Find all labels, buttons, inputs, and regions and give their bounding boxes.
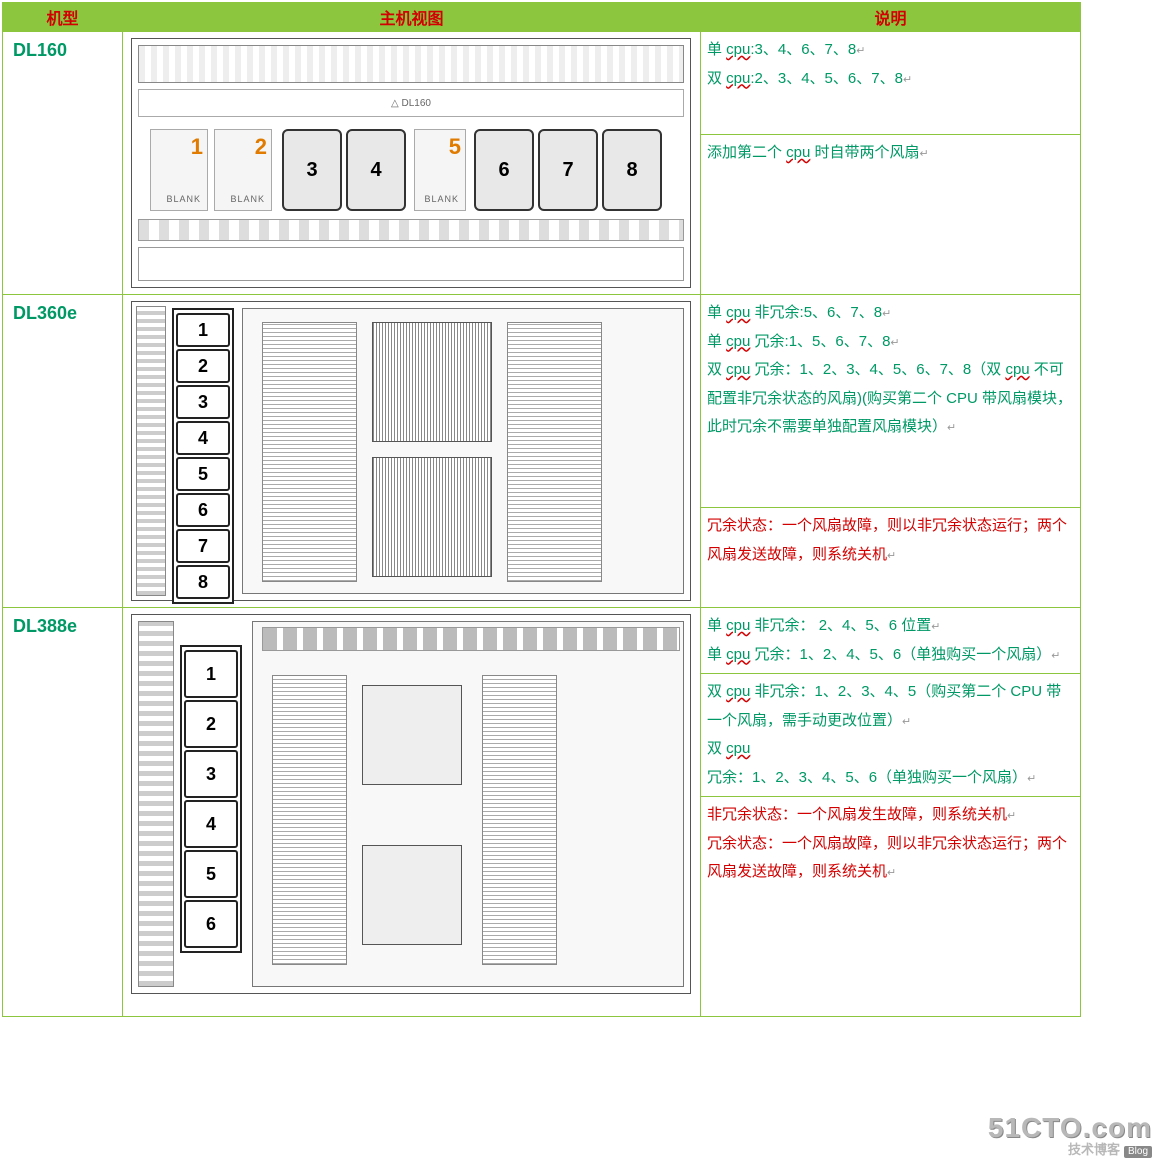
desc-cell: 单 cpu:3、4、6、7、8↵双 cpu:2、3、4、5、6、7、8↵	[701, 32, 1081, 135]
desc-cell: 双 cpu 非冗余：1、2、3、4、5（购买第二个 CPU 带一个风扇，需手动更…	[701, 674, 1081, 797]
header-model: 机型	[3, 3, 123, 32]
header-view: 主机视图	[123, 3, 701, 32]
view-cell: 12345678	[123, 295, 701, 608]
desc-cell: 单 cpu 非冗余： 2、4、5、6 位置↵单 cpu 冗余：1、2、4、5、6…	[701, 608, 1081, 674]
watermark: 51CTO.com 技术博客Blog	[988, 1114, 1152, 1158]
desc-line: 双 cpu 冗余：1、2、3、4、5、6（单独购买一个风扇）↵	[707, 735, 1074, 792]
spec-table: 机型 主机视图 说明 DL160△ DL1601BLANK2BLANK5BLAN…	[2, 2, 1081, 1017]
header-desc: 说明	[701, 3, 1081, 32]
server-diagram: 12345678	[131, 301, 691, 601]
desc-cell: 冗余状态：一个风扇故障，则以非冗余状态运行；两个风扇发送故障，则系统关机↵	[701, 508, 1081, 608]
view-cell: △ DL1601BLANK2BLANK5BLANK34678	[123, 32, 701, 295]
model-cell: DL360e	[3, 295, 123, 608]
desc-line: 双 cpu 冗余：1、2、3、4、5、6、7、8（双 cpu 不可配置非冗余状态…	[707, 356, 1074, 442]
desc-line: 单 cpu 非冗余： 2、4、5、6 位置↵	[707, 612, 1074, 641]
server-diagram: 123456	[131, 614, 691, 994]
view-cell: 123456	[123, 608, 701, 1017]
table-row: DL160△ DL1601BLANK2BLANK5BLANK34678单 cpu…	[3, 32, 1081, 135]
watermark-big: 51CTO.com	[988, 1114, 1152, 1142]
desc-line: 双 cpu:2、3、4、5、6、7、8↵	[707, 65, 1074, 94]
desc-line: 双 cpu 非冗余：1、2、3、4、5（购买第二个 CPU 带一个风扇，需手动更…	[707, 678, 1074, 735]
desc-cell: 单 cpu 非冗余:5、6、7、8↵单 cpu 冗余:1、5、6、7、8↵双 c…	[701, 295, 1081, 508]
desc-line: 单 cpu 非冗余:5、6、7、8↵	[707, 299, 1074, 328]
desc-line: 添加第二个 cpu 时自带两个风扇↵	[707, 139, 1074, 168]
desc-line: 非冗余状态：一个风扇发生故障，则系统关机↵	[707, 801, 1074, 830]
server-diagram: △ DL1601BLANK2BLANK5BLANK34678	[131, 38, 691, 288]
model-cell: DL160	[3, 32, 123, 295]
desc-line: 冗余状态：一个风扇故障，则以非冗余状态运行；两个风扇发送故障，则系统关机↵	[707, 512, 1074, 569]
header-row: 机型 主机视图 说明	[3, 3, 1081, 32]
desc-line: 单 cpu 冗余:1、5、6、7、8↵	[707, 328, 1074, 357]
desc-cell: 非冗余状态：一个风扇发生故障，则系统关机↵冗余状态：一个风扇故障，则以非冗余状态…	[701, 797, 1081, 1017]
table-row: DL388e123456单 cpu 非冗余： 2、4、5、6 位置↵单 cpu …	[3, 608, 1081, 674]
desc-line: 冗余状态：一个风扇故障，则以非冗余状态运行；两个风扇发送故障，则系统关机↵	[707, 830, 1074, 887]
model-cell: DL388e	[3, 608, 123, 1017]
table-row: DL360e12345678单 cpu 非冗余:5、6、7、8↵单 cpu 冗余…	[3, 295, 1081, 508]
desc-line: 单 cpu 冗余：1、2、4、5、6（单独购买一个风扇）↵	[707, 641, 1074, 670]
watermark-sub: 技术博客Blog	[988, 1142, 1152, 1158]
desc-cell: 添加第二个 cpu 时自带两个风扇↵	[701, 135, 1081, 295]
desc-line: 单 cpu:3、4、6、7、8↵	[707, 36, 1074, 65]
